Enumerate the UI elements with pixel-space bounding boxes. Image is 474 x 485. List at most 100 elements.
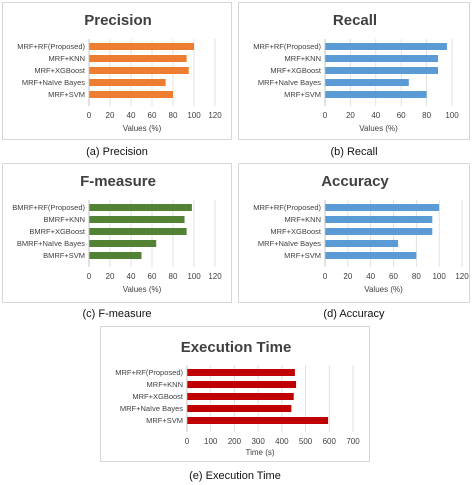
chart-svg-recall: Recall MRF+RF(Proposed) MRF+KNN MRF+XGBoost… bbox=[253, 12, 459, 133]
x-tick-label: 120 bbox=[208, 111, 222, 120]
x-tick-label: 700 bbox=[346, 437, 360, 446]
category-label: MRF+SVM bbox=[284, 251, 321, 260]
chart-panel-execution-time: Execution Time MRF+RF(Proposed) MRF+KNN MRF… bbox=[100, 326, 370, 462]
bar-2 bbox=[325, 55, 439, 62]
bar-1 bbox=[89, 204, 192, 211]
x-axis-label: Values (%) bbox=[359, 124, 398, 133]
x-tick-label: 120 bbox=[455, 272, 469, 281]
x-tick-label: 0 bbox=[87, 111, 92, 120]
bar-5 bbox=[187, 417, 329, 424]
x-tick-label: 60 bbox=[148, 272, 157, 281]
x-tick-label: 20 bbox=[106, 272, 115, 281]
caption-recall: (b) Recall bbox=[330, 146, 378, 158]
chart-svg-precision: Precision MRF+RF(Proposed) MRF+KNN MRF+XGBo… bbox=[17, 12, 222, 133]
bar-2 bbox=[325, 216, 433, 223]
x-tick-label: 300 bbox=[251, 437, 265, 446]
chart-panel-f-measure: F-measure BMRF+RF(Proposed) BMRF+KNN BMRF+X… bbox=[2, 163, 232, 303]
chart-panel-precision: Precision MRF+RF(Proposed) MRF+KNN MRF+XGBo… bbox=[2, 2, 232, 140]
bar-4 bbox=[325, 240, 399, 247]
bar-5 bbox=[89, 91, 173, 98]
x-axis-label: Time (s) bbox=[245, 448, 274, 457]
bar-4 bbox=[325, 79, 409, 86]
bar-5 bbox=[89, 252, 142, 259]
category-label: MRF+RF(Proposed) bbox=[253, 203, 321, 212]
bar-5 bbox=[325, 252, 417, 259]
x-tick-label: 100 bbox=[187, 111, 201, 120]
bar-3 bbox=[325, 67, 439, 74]
caption-accuracy: (d) Accuracy bbox=[323, 308, 385, 320]
x-tick-label: 0 bbox=[185, 437, 190, 446]
category-label: MRF+RF(Proposed) bbox=[17, 42, 85, 51]
category-label: BMRF+XGBoost bbox=[29, 227, 86, 236]
x-tick-label: 200 bbox=[228, 437, 242, 446]
category-label: MRF+SVM bbox=[284, 90, 321, 99]
category-label: MRF+XGBoost bbox=[270, 227, 322, 236]
caption-f-measure: (c) F-measure bbox=[82, 308, 152, 320]
x-tick-label: 0 bbox=[87, 272, 92, 281]
bar-1 bbox=[187, 369, 295, 376]
bar-2 bbox=[89, 55, 187, 62]
chart-title: Execution Time bbox=[181, 339, 292, 356]
chart-svg-f-measure: F-measure BMRF+RF(Proposed) BMRF+KNN BMRF+X… bbox=[12, 173, 222, 294]
category-label: MRF+KNN bbox=[285, 54, 321, 63]
category-label: MRF+XGBoost bbox=[34, 66, 86, 75]
x-tick-label: 40 bbox=[127, 272, 136, 281]
category-label: MRF+Naïve Bayes bbox=[22, 78, 85, 87]
x-tick-label: 40 bbox=[366, 272, 375, 281]
caption-execution-time: (e) Execution Time bbox=[189, 470, 281, 482]
category-label: MRF+Naïve Bayes bbox=[120, 404, 183, 413]
x-tick-label: 100 bbox=[187, 272, 201, 281]
x-axis-label: Values (%) bbox=[364, 285, 403, 294]
category-label: MRF+KNN bbox=[49, 54, 85, 63]
x-tick-label: 40 bbox=[127, 111, 136, 120]
x-tick-label: 400 bbox=[275, 437, 289, 446]
chart-panel-accuracy: Accuracy MRF+RF(Proposed) MRF+KNN MRF+XGBoo… bbox=[238, 163, 470, 303]
x-tick-label: 80 bbox=[169, 272, 178, 281]
bar-4 bbox=[89, 79, 166, 86]
bar-1 bbox=[325, 204, 440, 211]
x-tick-label: 80 bbox=[422, 111, 431, 120]
x-tick-label: 500 bbox=[299, 437, 313, 446]
category-label: BMRF+KNN bbox=[44, 215, 85, 224]
x-tick-label: 40 bbox=[371, 111, 380, 120]
bar-5 bbox=[325, 91, 427, 98]
category-label: MRF+SVM bbox=[48, 90, 85, 99]
x-axis-label: Values (%) bbox=[123, 285, 162, 294]
bar-2 bbox=[187, 381, 297, 388]
category-label: MRF+RF(Proposed) bbox=[253, 42, 321, 51]
bar-3 bbox=[187, 393, 294, 400]
bar-4 bbox=[89, 240, 157, 247]
category-label: MRF+Naïve Bayes bbox=[258, 78, 321, 87]
caption-precision: (a) Precision bbox=[86, 146, 148, 158]
x-tick-label: 80 bbox=[412, 272, 421, 281]
x-tick-label: 80 bbox=[169, 111, 178, 120]
category-label: MRF+KNN bbox=[285, 215, 321, 224]
chart-title: F-measure bbox=[80, 173, 156, 190]
bar-3 bbox=[89, 67, 189, 74]
category-label: BMRF+SVM bbox=[43, 251, 85, 260]
bar-1 bbox=[325, 43, 447, 50]
chart-svg-execution-time: Execution Time MRF+RF(Proposed) MRF+KNN MRF… bbox=[115, 339, 360, 457]
x-tick-label: 0 bbox=[323, 272, 328, 281]
bar-2 bbox=[89, 216, 185, 223]
x-tick-label: 120 bbox=[208, 272, 222, 281]
chart-title: Accuracy bbox=[321, 173, 389, 190]
x-axis-label: Values (%) bbox=[123, 124, 162, 133]
bar-3 bbox=[89, 228, 187, 235]
category-label: MRF+KNN bbox=[147, 380, 183, 389]
category-label: MRF+Naïve Bayes bbox=[258, 239, 321, 248]
category-label: BMRF+RF(Proposed) bbox=[12, 203, 85, 212]
chart-title: Recall bbox=[333, 12, 377, 29]
x-tick-label: 60 bbox=[389, 272, 398, 281]
category-label: BMRF+Naïve Bayes bbox=[17, 239, 85, 248]
category-label: MRF+XGBoost bbox=[270, 66, 322, 75]
x-tick-label: 20 bbox=[106, 111, 115, 120]
bar-4 bbox=[187, 405, 292, 412]
x-tick-label: 0 bbox=[323, 111, 328, 120]
bar-3 bbox=[325, 228, 433, 235]
x-tick-label: 20 bbox=[346, 111, 355, 120]
x-tick-label: 600 bbox=[323, 437, 337, 446]
x-tick-label: 60 bbox=[148, 111, 157, 120]
chart-svg-accuracy: Accuracy MRF+RF(Proposed) MRF+KNN MRF+XGBoo… bbox=[253, 173, 469, 294]
chart-panel-recall: Recall MRF+RF(Proposed) MRF+KNN MRF+XGBoost… bbox=[238, 2, 470, 140]
